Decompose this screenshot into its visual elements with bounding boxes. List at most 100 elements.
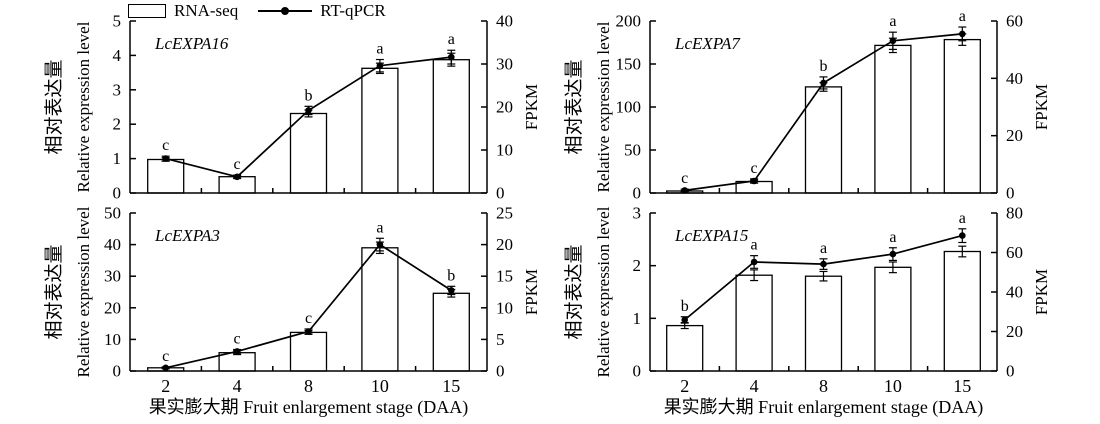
rt-qpcr-point — [448, 287, 455, 294]
y-axis-title-en: Relative expression level — [594, 206, 613, 377]
significance-letter: a — [889, 229, 896, 246]
gene-title: LcEXPA16 — [154, 34, 229, 53]
rt-qpcr-point — [305, 107, 312, 114]
significance-letter: a — [959, 210, 966, 227]
rt-qpcr-point — [376, 241, 384, 248]
y-axis-title-en: Relative expression level — [74, 206, 93, 377]
rt-qpcr-point — [233, 348, 241, 355]
x-tick-label: 2 — [680, 376, 689, 396]
rt-qpcr-point — [750, 258, 758, 266]
rt-qpcr-point — [305, 328, 312, 335]
x-tick-label: 10 — [884, 376, 902, 396]
left-tick-label: 3 — [113, 80, 122, 99]
x-axis-title: 果实膨大期 Fruit enlargement stage (DAA) — [664, 397, 984, 418]
significance-letter: c — [162, 348, 169, 365]
rna-seq-bar — [432, 292, 470, 372]
left-tick-label: 50 — [104, 204, 121, 223]
y-axis-title-cn: 相对表达量 — [563, 244, 585, 339]
gene-title: LcEXPA7 — [674, 34, 741, 53]
rna-seq-bar — [432, 59, 470, 194]
right-tick-label: 25 — [496, 204, 513, 223]
left-tick-label: 200 — [616, 12, 642, 31]
left-tick-label: 1 — [113, 149, 122, 168]
left-tick-label: 10 — [104, 330, 121, 349]
bar-error-bar — [819, 270, 828, 282]
x-tick-label: 4 — [233, 376, 242, 396]
rt-qpcr-point — [162, 155, 169, 162]
y-axis-title-cn: 相对表达量 — [43, 59, 65, 154]
left-tick-label: 50 — [624, 141, 641, 160]
right-tick-label: 40 — [1006, 69, 1023, 88]
right-tick-label: 30 — [496, 55, 513, 74]
rt-qpcr-point — [889, 250, 897, 258]
rna-seq-bar — [147, 158, 185, 194]
legend-label-rt-qpcr: RT-qPCR — [320, 1, 386, 20]
fpkm-axis-title: FPKM — [522, 269, 541, 315]
significance-letter: a — [376, 41, 383, 58]
rna-seq-bar — [943, 250, 981, 372]
fpkm-axis-title: FPKM — [1032, 84, 1051, 130]
left-tick-label: 2 — [633, 256, 642, 275]
significance-letter: c — [234, 331, 241, 348]
x-tick-label: 15 — [953, 376, 971, 396]
rna-seq-swatch — [128, 4, 166, 18]
y-axis-title-cn: 相对表达量 — [43, 244, 65, 339]
axes — [129, 212, 488, 372]
x-tick-label: 15 — [442, 376, 460, 396]
significance-letter: b — [447, 267, 455, 284]
significance-letter: a — [751, 237, 758, 254]
left-tick-label: 100 — [616, 98, 642, 117]
right-tick-label: 20 — [1006, 322, 1023, 341]
left-tick-label: 2 — [113, 115, 122, 134]
rt-qpcr-point — [820, 79, 827, 87]
rna-seq-bar — [361, 247, 399, 372]
fpkm-axis-title: FPKM — [522, 84, 541, 130]
significance-letter: c — [305, 310, 312, 327]
rna-seq-bar — [666, 324, 704, 372]
right-tick-label: 15 — [496, 267, 513, 286]
significance-letter: a — [376, 219, 383, 236]
panel-LcEXPA7: c c b a a 0 50 100 150 200 0 20 40 60 LcEXPA7 相对表达量 Rela… — [563, 8, 1051, 203]
right-tick-label: 40 — [1006, 283, 1023, 302]
left-tick-label: 0 — [633, 184, 642, 203]
rt-qpcr-point — [959, 30, 966, 38]
bar-error-bar — [958, 245, 967, 258]
right-tick-label: 10 — [496, 141, 513, 160]
significance-letter: a — [959, 8, 966, 25]
right-tick-label: 5 — [496, 330, 505, 349]
left-tick-label: 4 — [113, 46, 122, 65]
significance-letter: c — [751, 160, 758, 177]
rna-seq-bar — [874, 44, 912, 194]
right-tick-label: 20 — [496, 98, 513, 117]
right-tick-label: 0 — [1006, 362, 1015, 381]
fpkm-axis-title: FPKM — [1032, 269, 1051, 315]
significance-letter: a — [889, 13, 896, 30]
rt-qpcr-point — [820, 260, 827, 268]
rt-qpcr-point — [233, 173, 241, 181]
rna-seq-bar — [735, 274, 773, 372]
significance-letter: b — [305, 87, 313, 104]
right-tick-label: 0 — [496, 184, 505, 203]
gene-title: LcEXPA15 — [674, 226, 748, 245]
axes — [649, 212, 998, 372]
legend-label-rna-seq: RNA-seq — [174, 1, 239, 20]
x-tick-label: 4 — [750, 376, 759, 396]
significance-letter: a — [820, 240, 827, 257]
rna-seq-bar — [361, 67, 399, 194]
left-tick-label: 40 — [104, 235, 121, 254]
rt-qpcr-point — [681, 187, 688, 194]
right-tick-label: 0 — [1006, 184, 1015, 203]
x-tick-label: 8 — [819, 376, 828, 396]
gene-title: LcEXPA3 — [154, 226, 220, 245]
rt-qpcr-point — [681, 316, 688, 324]
rt-qpcr-point — [162, 364, 169, 372]
right-tick-label: 60 — [1006, 12, 1023, 31]
left-tick-label: 0 — [113, 362, 122, 381]
rt-qpcr-point — [376, 62, 384, 69]
rna-seq-bar — [289, 112, 328, 194]
rt-qpcr-point — [959, 232, 966, 239]
y-axis-title-en: Relative expression level — [74, 21, 93, 192]
